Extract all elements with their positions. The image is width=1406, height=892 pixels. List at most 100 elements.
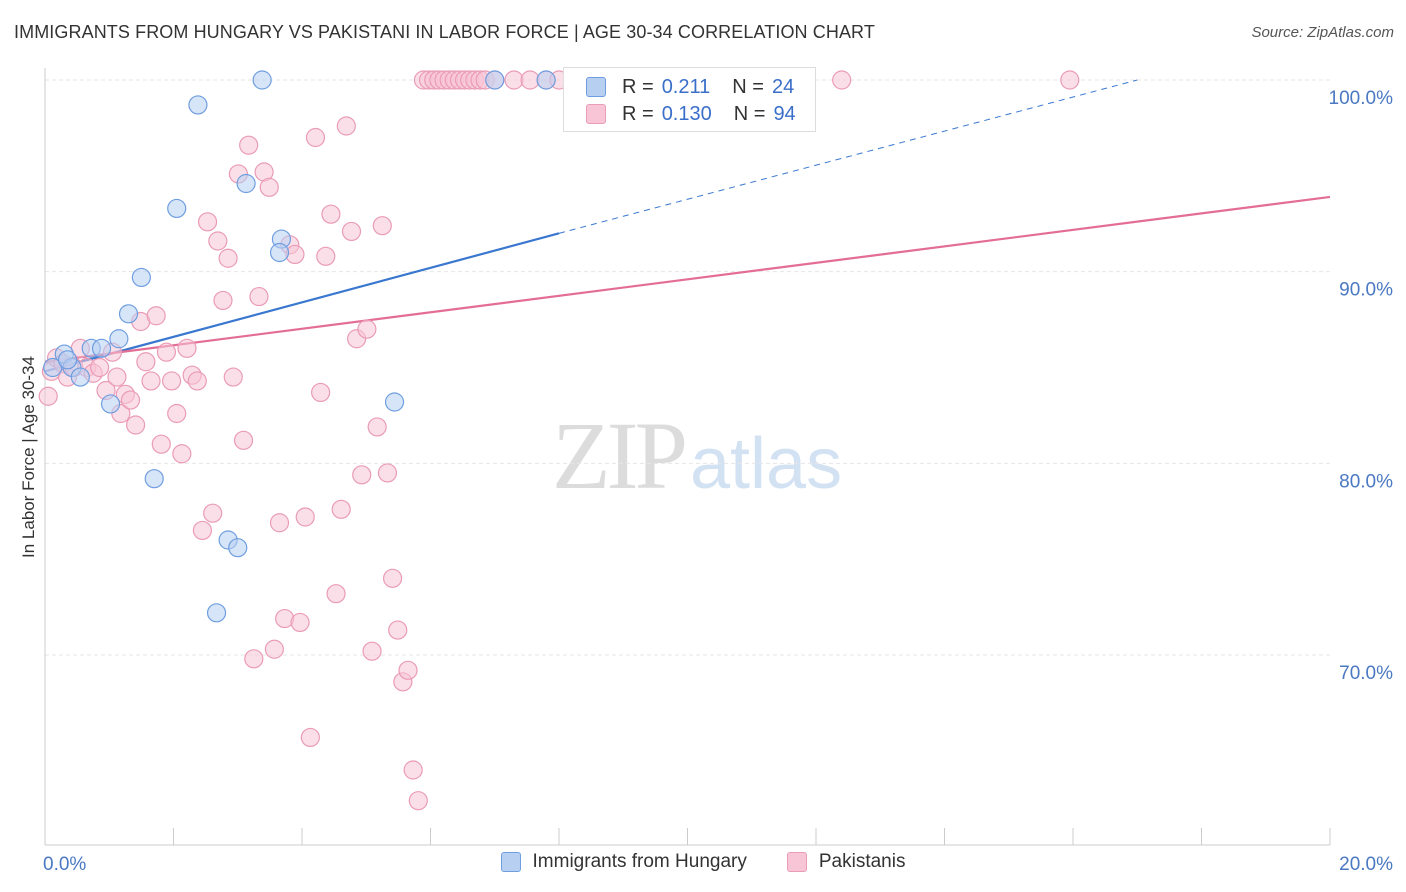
pakistani-point — [151, 434, 171, 454]
pakistani-point — [331, 499, 351, 519]
trend-layer — [44, 79, 1331, 373]
legend-r-value-hungary: 0.211 — [661, 75, 711, 98]
pakistani-point — [203, 503, 223, 523]
y-tick-label: 70.0% — [1339, 663, 1393, 684]
hungary-point — [188, 95, 208, 115]
hungary-point — [236, 173, 256, 194]
x-tick-label: 0.0% — [43, 854, 86, 875]
pakistani-point — [146, 306, 166, 326]
pakistani-point — [352, 465, 372, 485]
pakistani-point — [300, 727, 320, 748]
hungary-point — [131, 267, 151, 288]
pakistani-point — [377, 463, 398, 483]
pakistani-point — [218, 248, 238, 268]
hungary-point — [91, 338, 112, 358]
series-legend-swatch-hungary — [500, 852, 521, 872]
legend-n-value-hungary: 24 — [771, 75, 795, 98]
legend-row-hungary: R = 0.211 N = 24 — [586, 75, 794, 99]
series-legend: Immigrants from Hungary Pakistanis — [0, 851, 1406, 873]
pakistani-point — [90, 357, 110, 378]
pakistani-point — [326, 584, 346, 604]
pakistani-point — [167, 403, 187, 424]
hungary-point — [485, 70, 505, 90]
pakistani-trend-line — [44, 195, 1331, 363]
pakistani-point — [269, 513, 290, 533]
pakistani-point — [382, 568, 403, 588]
hungary-point — [144, 469, 164, 489]
legend-swatch-hungary — [586, 77, 606, 97]
series-legend-item-pakistani: Pakistanis — [786, 851, 906, 873]
legend-r-value-pakistani: 0.130 — [661, 102, 712, 125]
pakistani-point — [161, 371, 182, 391]
legend-r-label: R = — [622, 75, 654, 98]
pakistani-point — [156, 342, 177, 362]
pakistani-point — [233, 430, 254, 450]
pakistani-point — [403, 760, 423, 780]
pakistani-point — [259, 177, 279, 197]
hungary-point — [100, 394, 121, 414]
legend-row-pakistani: R = 0.130 N = 94 — [586, 102, 796, 126]
pakistani-point — [295, 507, 315, 527]
hungary-point — [57, 350, 78, 370]
y-axis-label: In Labor Force | Age 30-34 — [19, 356, 38, 558]
legend-n-value-pakistani: 94 — [773, 102, 796, 125]
pakistani-point — [1060, 70, 1080, 90]
pakistani-point — [316, 246, 336, 266]
hungary-trend-extension — [558, 79, 1138, 234]
hungary-point — [269, 242, 290, 263]
hungary-point — [118, 304, 139, 324]
axis-layer — [44, 68, 1331, 846]
pakistani-point — [249, 286, 269, 307]
watermark: ZIPatlas — [552, 400, 842, 511]
correlation-legend: R = 0.211 N = 24 R = 0.130 N = 94 — [563, 67, 816, 132]
pakistani-point — [321, 204, 341, 224]
pakistani-point — [408, 791, 428, 811]
hungary-point — [228, 538, 248, 558]
pakistani-point — [187, 371, 207, 391]
pakistani-point — [107, 367, 127, 387]
label-layer: 70.0% 80.0% 90.0% 100.0% 0.0% 20.0% — [43, 88, 1393, 875]
series-legend-label-pakistani: Pakistanis — [818, 851, 906, 872]
legend-r-label: R = — [622, 102, 654, 125]
pakistani-point — [172, 444, 192, 464]
pakistani-point — [336, 116, 356, 136]
pakistani-point — [357, 319, 377, 339]
chart-title: IMMIGRANTS FROM HUNGARY VS PAKISTANI IN … — [14, 22, 875, 42]
hungary-trend-line — [44, 232, 560, 373]
pakistani-point — [311, 382, 331, 403]
pakistani-point — [367, 417, 387, 437]
hungary-point — [109, 329, 129, 349]
pakistani-point — [141, 371, 161, 391]
watermark-zip: ZIP — [552, 402, 688, 509]
pakistani-point — [197, 212, 218, 232]
series-legend-label-hungary: Immigrants from Hungary — [532, 851, 747, 872]
pakistani-point — [388, 620, 408, 640]
pakistani-point — [136, 352, 156, 372]
pakistani-point — [223, 367, 243, 387]
pakistani-point — [38, 386, 58, 406]
point-layer — [38, 70, 1080, 811]
hungary-point — [167, 198, 187, 219]
series-legend-item-hungary: Immigrants from Hungary — [500, 851, 747, 873]
source-credit: Source: ZipAtlas.com — [1251, 24, 1394, 41]
hungary-point — [206, 603, 227, 623]
x-tick-label: 20.0% — [1339, 854, 1393, 875]
series-legend-swatch-pakistani — [786, 852, 807, 872]
hungary-point — [70, 367, 90, 387]
y-tick-label: 90.0% — [1339, 280, 1393, 301]
y-tick-label: 100.0% — [1329, 88, 1394, 109]
pakistani-point — [120, 390, 141, 410]
pakistani-point — [372, 216, 392, 236]
pakistani-point — [504, 70, 524, 90]
pakistani-point — [244, 649, 264, 669]
pakistani-point — [177, 338, 197, 358]
pakistani-point — [290, 612, 310, 633]
legend-swatch-pakistani — [586, 104, 606, 124]
pakistani-point — [213, 290, 233, 311]
pakistani-point — [520, 70, 540, 90]
pakistani-point — [305, 127, 326, 148]
pakistani-point — [264, 639, 284, 659]
pakistani-point — [832, 70, 852, 90]
pakistani-point — [341, 221, 362, 242]
